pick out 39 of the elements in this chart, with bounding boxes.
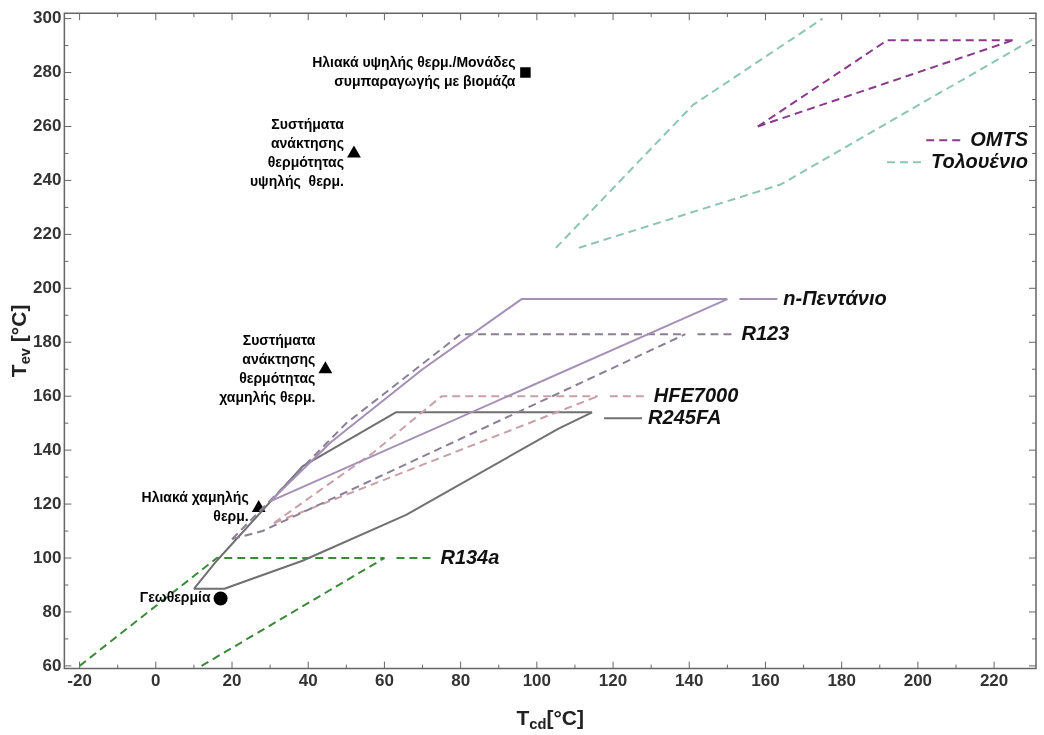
legend-label: OMTS	[970, 127, 1029, 150]
x-tick-label: 160	[751, 671, 780, 691]
series-label: Συστήματα ανάκτησης θερμότητας υψηλής θερμ.	[249, 115, 345, 189]
legend-label: HFE7000	[653, 383, 739, 406]
x-tick-label: 120	[598, 671, 628, 691]
y-tick-label: 200	[32, 277, 62, 297]
series-label: Ηλιακά υψηλής θερμ./Μονάδες συμπαραγωγής με βιομάζα	[312, 53, 516, 89]
x-tick-label: 40	[298, 671, 318, 691]
x-tick-label: 200	[903, 671, 933, 691]
legend-label: R123	[741, 321, 790, 344]
x-tick-label: 220	[979, 671, 1009, 691]
y-tick-label: 60	[42, 655, 62, 675]
y-tick-label: 180	[32, 331, 62, 351]
y-tick-label: 260	[32, 116, 62, 136]
x-tick-label: 100	[522, 671, 552, 691]
y-tick-label: 140	[32, 439, 62, 459]
x-tick-label: 180	[827, 671, 856, 691]
legend-label: Τολουένιο	[930, 149, 1029, 172]
series-label: Γεωθερμία	[139, 589, 211, 606]
y-tick-label: 300	[32, 8, 62, 28]
y-tick-label: 280	[32, 62, 62, 82]
series-label: Ηλιακά χαμηλής θερμ.	[141, 489, 249, 525]
y-tick-label: 240	[32, 170, 62, 190]
x-tick-label: 140	[675, 671, 704, 691]
x-tick-label: -20	[67, 671, 92, 691]
x-tick-label: 80	[451, 671, 471, 691]
series-label: Συστήματα ανάκτησης θερμότητας χαμηλής θερμ.	[219, 331, 316, 405]
x-tick-label: 0	[151, 671, 161, 691]
x-tick-label: 20	[222, 671, 242, 691]
legend-label: n-Πεντάνιο	[783, 286, 887, 309]
y-axis-title: Tev [°C]	[6, 304, 34, 378]
x-tick-label: 60	[374, 671, 394, 691]
y-tick-label: 120	[32, 493, 62, 513]
legend-label: R134a	[440, 545, 500, 568]
y-tick-label: 160	[32, 385, 62, 405]
legend-label: R245FA	[648, 405, 722, 428]
y-tick-label: 80	[42, 601, 62, 621]
y-tick-label: 100	[32, 547, 62, 567]
y-tick-label: 220	[32, 224, 62, 244]
